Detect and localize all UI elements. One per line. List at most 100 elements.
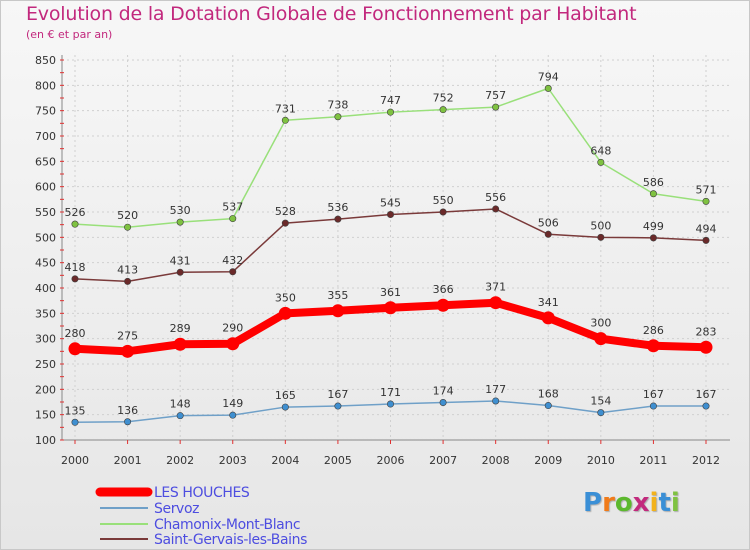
data-point [71, 275, 79, 283]
data-point [544, 230, 552, 238]
data-label: 794 [538, 70, 559, 83]
data-point [124, 277, 132, 285]
data-point [124, 418, 132, 426]
data-point [281, 219, 289, 227]
y-axis-ticks: 100 150 200 250 300 350 400 450 500 550 600 650 700 7… [35, 54, 56, 447]
x-tick-label: 2001 [114, 454, 142, 467]
data-point [439, 399, 447, 407]
logo-letter: i [649, 488, 659, 518]
x-tick-label: 2010 [587, 454, 615, 467]
data-point [597, 409, 605, 417]
data-label: 571 [696, 183, 717, 196]
data-label: 136 [117, 404, 138, 417]
data-label: 413 [117, 263, 138, 276]
y-tick-label: 500 [35, 231, 56, 244]
chart-title: Evolution de la Dotation Globale de Fonc… [26, 3, 637, 25]
data-label: 154 [590, 395, 611, 408]
data-point [71, 418, 79, 426]
data-point [176, 218, 184, 226]
data-label: 286 [643, 324, 664, 337]
y-tick-label: 750 [35, 105, 56, 118]
data-label: 167 [643, 388, 664, 401]
data-point [492, 205, 500, 213]
data-label: 167 [696, 388, 717, 401]
y-tick-label: 400 [35, 282, 56, 295]
data-point [334, 402, 342, 410]
data-point [226, 337, 240, 351]
logo-letter: o [614, 488, 633, 518]
data-point [281, 116, 289, 124]
data-label: 135 [65, 404, 86, 417]
data-label: 300 [590, 317, 611, 330]
data-point [386, 400, 394, 408]
data-label: 520 [117, 209, 138, 222]
data-point [386, 108, 394, 116]
data-point [597, 233, 605, 241]
logo-letter: i [670, 488, 680, 518]
data-point [278, 306, 292, 320]
data-point [68, 342, 82, 356]
data-label: 747 [380, 94, 401, 107]
y-tick-label: 700 [35, 130, 56, 143]
data-label: 168 [538, 388, 559, 401]
data-point [439, 208, 447, 216]
data-point [489, 296, 503, 310]
y-tick-label: 850 [35, 54, 56, 67]
data-point [649, 402, 657, 410]
data-label: 289 [170, 322, 191, 335]
data-label: 280 [65, 327, 86, 340]
data-point [649, 234, 657, 242]
data-point [594, 332, 608, 346]
legend-label: LES HOUCHES [154, 485, 250, 501]
data-point [646, 339, 660, 353]
data-point [281, 403, 289, 411]
data-label: 431 [170, 254, 191, 267]
legend: LES HOUCHESServozChamonix-Mont-BlancSain… [95, 485, 307, 548]
data-label: 528 [275, 205, 296, 218]
data-label: 171 [380, 386, 401, 399]
x-axis-ticks: 2000 2001 2002 2003 2004 2005 2006 2007 2008 2009… [61, 454, 720, 467]
data-label: 526 [65, 206, 86, 219]
data-point [334, 113, 342, 121]
data-label: 275 [117, 329, 138, 342]
data-label: 586 [643, 176, 664, 189]
data-label: 148 [170, 398, 191, 411]
data-label: 167 [327, 388, 348, 401]
data-point [702, 236, 710, 244]
y-tick-label: 100 [35, 434, 56, 447]
data-label: 731 [275, 102, 296, 115]
data-label: 499 [643, 220, 664, 233]
data-label: 550 [433, 194, 454, 207]
data-label: 536 [327, 201, 348, 214]
x-tick-label: 2000 [61, 454, 89, 467]
y-tick-label: 600 [35, 181, 56, 194]
data-label: 738 [327, 99, 348, 112]
data-point [699, 340, 713, 354]
data-point [176, 412, 184, 420]
x-tick-label: 2003 [219, 454, 247, 467]
data-point [229, 411, 237, 419]
data-label: 556 [485, 191, 506, 204]
data-label: 506 [538, 216, 559, 229]
data-label: 371 [485, 281, 506, 294]
data-label: 283 [696, 325, 717, 338]
data-point [121, 344, 135, 358]
data-point [492, 103, 500, 111]
data-point [702, 197, 710, 205]
x-tick-label: 2009 [534, 454, 562, 467]
legend-label: Servoz [154, 501, 199, 517]
data-point [702, 402, 710, 410]
x-tick-label: 2004 [271, 454, 299, 467]
data-label: 177 [485, 383, 506, 396]
data-label: 290 [222, 322, 243, 335]
y-tick-label: 350 [35, 307, 56, 320]
series-lines [68, 84, 713, 426]
x-tick-label: 2008 [482, 454, 510, 467]
x-tick-label: 2012 [692, 454, 720, 467]
data-label: 500 [590, 219, 611, 232]
y-tick-label: 550 [35, 206, 56, 219]
logo-letter: t [658, 488, 671, 518]
data-label: 341 [538, 296, 559, 309]
logo-letter: P [583, 488, 603, 518]
